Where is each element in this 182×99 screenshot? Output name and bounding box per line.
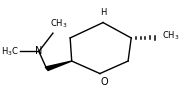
Text: O: O: [100, 77, 108, 87]
Text: CH$_3$: CH$_3$: [162, 30, 179, 42]
Text: H$_3$C: H$_3$C: [1, 45, 19, 58]
Text: CH$_3$: CH$_3$: [50, 18, 68, 30]
Polygon shape: [45, 61, 72, 70]
Text: N: N: [35, 46, 43, 56]
Text: H: H: [100, 8, 106, 17]
